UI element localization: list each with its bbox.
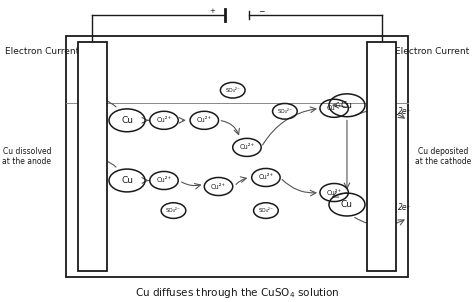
- Text: −: −: [258, 7, 265, 16]
- Text: 2e⁻: 2e⁻: [81, 155, 94, 164]
- Text: Cu: Cu: [341, 101, 353, 110]
- Text: 2e⁻: 2e⁻: [81, 95, 94, 104]
- Text: 2e⁻: 2e⁻: [398, 107, 412, 116]
- Text: Cu: Cu: [341, 200, 353, 209]
- Text: Cu: Cu: [121, 176, 133, 185]
- Text: SO₄²⁻: SO₄²⁻: [258, 208, 273, 213]
- Text: Cu: Cu: [121, 116, 133, 125]
- Text: 2e⁻: 2e⁻: [398, 203, 412, 212]
- Bar: [367, 42, 396, 271]
- Text: Cu²⁺: Cu²⁺: [156, 178, 172, 184]
- Text: Electron Current: Electron Current: [5, 47, 79, 56]
- Text: Cu²⁺: Cu²⁺: [156, 117, 172, 123]
- Text: Cu²⁺: Cu²⁺: [258, 175, 273, 181]
- Bar: [66, 36, 408, 277]
- Text: Cu²⁺: Cu²⁺: [327, 190, 342, 195]
- Text: SO₄²⁻: SO₄²⁻: [277, 109, 292, 114]
- Text: Cu²⁺: Cu²⁺: [239, 144, 255, 150]
- Bar: [78, 42, 107, 271]
- Text: SO₄²⁻: SO₄²⁻: [166, 208, 181, 213]
- Text: Cu²⁺: Cu²⁺: [211, 184, 226, 189]
- Text: Cu²⁺: Cu²⁺: [327, 105, 342, 111]
- Text: Cu²⁺: Cu²⁺: [197, 117, 212, 123]
- Text: Cu deposited
at the cathode: Cu deposited at the cathode: [415, 147, 472, 166]
- Text: Electron Current: Electron Current: [395, 47, 469, 56]
- Text: SO₄²⁻: SO₄²⁻: [225, 88, 240, 93]
- Text: Cu dissolved
at the anode: Cu dissolved at the anode: [2, 147, 51, 166]
- Text: +: +: [210, 8, 215, 14]
- Text: Cu diffuses through the CuSO$_4$ solution: Cu diffuses through the CuSO$_4$ solutio…: [135, 286, 339, 300]
